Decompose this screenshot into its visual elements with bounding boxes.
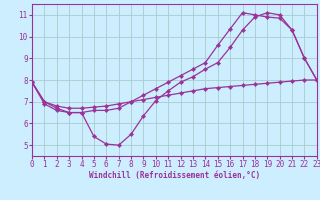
X-axis label: Windchill (Refroidissement éolien,°C): Windchill (Refroidissement éolien,°C) (89, 171, 260, 180)
